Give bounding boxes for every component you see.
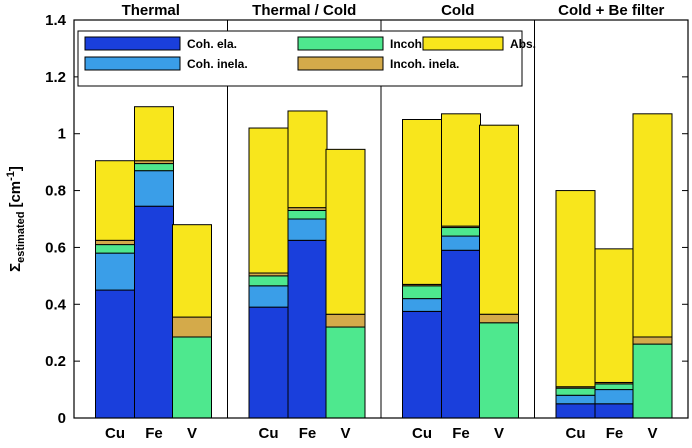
y-tick-label: 1.2: [45, 69, 66, 86]
x-tick-label: V: [187, 425, 197, 442]
bar-segment: [172, 224, 212, 318]
x-tick-label: Fe: [299, 425, 317, 442]
legend-label: Coh. inela.: [187, 57, 248, 71]
bar-segment: [402, 298, 442, 312]
bar-segment: [248, 306, 289, 419]
panel-title: Cold: [441, 2, 474, 19]
bar-segment: [479, 313, 519, 324]
x-tick-label: Fe: [452, 425, 470, 442]
legend-label: Abs.: [510, 37, 536, 51]
bar-segment: [594, 403, 635, 419]
bar-segment: [95, 289, 135, 419]
bar-segment: [594, 248, 635, 383]
y-tick-label: 0.6: [45, 239, 66, 256]
bar-segment: [402, 310, 442, 419]
x-tick-label: Cu: [566, 425, 586, 442]
legend-label: Incoh. inela.: [390, 57, 459, 71]
y-tick-label: 1: [58, 126, 66, 143]
y-label-sup: -1: [5, 171, 17, 181]
y-tick-label: 0.8: [45, 183, 66, 200]
bar-segment: [325, 326, 366, 419]
bar-segment: [172, 336, 212, 419]
panel-title: Thermal / Cold: [252, 2, 356, 19]
bar-segment: [479, 322, 519, 419]
plot-frame: [73, 19, 689, 419]
bar-segment: [287, 110, 328, 209]
bar-segment: [594, 389, 635, 405]
bar-segment: [441, 113, 481, 227]
y-tick-label: 1.4: [45, 12, 67, 29]
x-tick-label: Cu: [259, 425, 279, 442]
x-tick-label: Cu: [105, 425, 125, 442]
bar-segment: [325, 313, 366, 328]
bar-segment: [632, 336, 673, 345]
legend-swatch: [422, 36, 504, 51]
x-tick-label: Fe: [606, 425, 624, 442]
legend-swatch: [84, 56, 181, 71]
bar-segment: [441, 249, 481, 419]
bar-segment: [441, 235, 481, 251]
bar-segment: [134, 205, 174, 419]
bar-segment: [248, 127, 289, 274]
y-label-sub: estimated: [15, 212, 27, 263]
panel-title: Thermal: [122, 2, 180, 19]
y-tick-label: 0.2: [45, 353, 66, 370]
bar-segment: [287, 209, 328, 220]
bar-segment: [479, 124, 519, 315]
x-tick-label: V: [340, 425, 350, 442]
bar-segment: [95, 160, 135, 241]
legend-swatch: [297, 56, 384, 71]
bar-segment: [441, 227, 481, 237]
bar-segment: [555, 403, 596, 419]
bar-segment: [134, 170, 174, 207]
legend-label: Coh. ela.: [187, 37, 237, 51]
bar-segment: [172, 316, 212, 338]
x-tick-label: V: [494, 425, 504, 442]
x-tick-label: Cu: [412, 425, 432, 442]
bar-segment: [555, 190, 596, 388]
panel-title: Cold + Be filter: [558, 2, 664, 19]
y-label-unit: [cm: [7, 181, 24, 208]
bar-segment: [325, 148, 366, 315]
bar-segment: [95, 244, 135, 254]
y-tick-label: 0.4: [45, 296, 67, 313]
bar-segment: [248, 275, 289, 287]
bar-segment: [287, 239, 328, 419]
y-label-end: ]: [7, 166, 24, 171]
bar-segment: [632, 113, 673, 338]
y-label-symbol: Σ: [7, 263, 24, 272]
bar-segment: [555, 394, 596, 405]
bar-segment: [134, 106, 174, 162]
bar-segment: [134, 163, 174, 172]
bar-segment: [594, 383, 635, 391]
bar-segment: [248, 285, 289, 308]
bar-segment: [632, 343, 673, 419]
y-tick-label: 0: [58, 410, 66, 427]
bar-segment: [402, 119, 442, 285]
x-tick-label: V: [647, 425, 657, 442]
x-tick-label: Fe: [145, 425, 163, 442]
bar-segment: [287, 218, 328, 241]
bar-segment: [402, 285, 442, 300]
bar-segment: [95, 252, 135, 291]
legend-swatch: [84, 36, 181, 51]
legend-swatch: [297, 36, 384, 51]
bar-segment: [555, 387, 596, 396]
bar-segment: [95, 239, 135, 246]
y-axis-label: Σestimated [cm-1]: [5, 166, 27, 272]
